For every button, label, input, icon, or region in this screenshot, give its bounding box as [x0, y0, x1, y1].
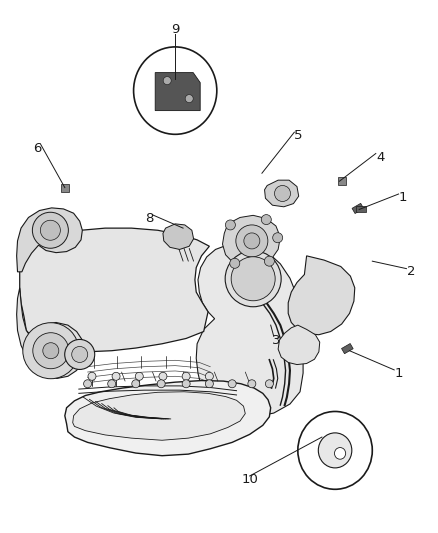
Text: 1: 1	[394, 367, 403, 379]
Polygon shape	[196, 244, 303, 417]
Bar	[342, 343, 353, 354]
Circle shape	[23, 322, 79, 379]
Text: 8: 8	[145, 212, 153, 225]
Text: 1: 1	[399, 191, 407, 204]
Circle shape	[185, 95, 193, 103]
Circle shape	[33, 333, 69, 369]
Ellipse shape	[298, 411, 372, 489]
Circle shape	[231, 257, 275, 301]
Circle shape	[205, 372, 213, 381]
Circle shape	[163, 77, 171, 85]
Text: 4: 4	[377, 151, 385, 164]
Circle shape	[65, 340, 95, 369]
Polygon shape	[17, 208, 82, 272]
Text: 9: 9	[171, 23, 180, 36]
Polygon shape	[265, 180, 299, 207]
Polygon shape	[65, 381, 271, 456]
Circle shape	[88, 372, 96, 381]
Circle shape	[108, 379, 116, 388]
Ellipse shape	[335, 448, 346, 459]
Text: 5: 5	[293, 130, 302, 142]
Circle shape	[135, 372, 143, 381]
Polygon shape	[278, 325, 320, 365]
Circle shape	[265, 379, 273, 388]
Bar	[338, 177, 346, 185]
Circle shape	[72, 346, 88, 362]
Polygon shape	[163, 224, 194, 249]
Circle shape	[84, 379, 92, 388]
Polygon shape	[155, 72, 200, 111]
Circle shape	[132, 379, 140, 388]
Circle shape	[205, 379, 213, 388]
Circle shape	[228, 379, 236, 388]
Circle shape	[244, 233, 260, 249]
Text: 10: 10	[241, 473, 258, 486]
Bar	[357, 206, 366, 212]
Circle shape	[275, 185, 290, 201]
Circle shape	[261, 215, 271, 224]
Circle shape	[225, 251, 281, 307]
Circle shape	[159, 372, 167, 381]
Circle shape	[112, 372, 120, 381]
Bar	[61, 183, 69, 192]
Polygon shape	[20, 228, 209, 352]
Polygon shape	[17, 288, 84, 378]
Circle shape	[230, 259, 240, 268]
Text: 6: 6	[33, 142, 42, 155]
Polygon shape	[288, 256, 355, 335]
Ellipse shape	[318, 433, 352, 468]
Text: 2: 2	[407, 265, 416, 278]
Circle shape	[40, 220, 60, 240]
Circle shape	[157, 379, 165, 388]
Polygon shape	[73, 392, 245, 440]
Circle shape	[236, 225, 268, 257]
Circle shape	[226, 220, 235, 230]
Circle shape	[43, 343, 59, 359]
Circle shape	[182, 372, 190, 381]
Polygon shape	[223, 215, 280, 268]
Text: 3: 3	[272, 334, 280, 346]
Circle shape	[182, 379, 190, 388]
Circle shape	[32, 212, 68, 248]
Circle shape	[273, 233, 283, 243]
Ellipse shape	[134, 47, 217, 134]
Circle shape	[248, 379, 256, 388]
Circle shape	[265, 256, 274, 266]
Bar	[352, 203, 364, 214]
